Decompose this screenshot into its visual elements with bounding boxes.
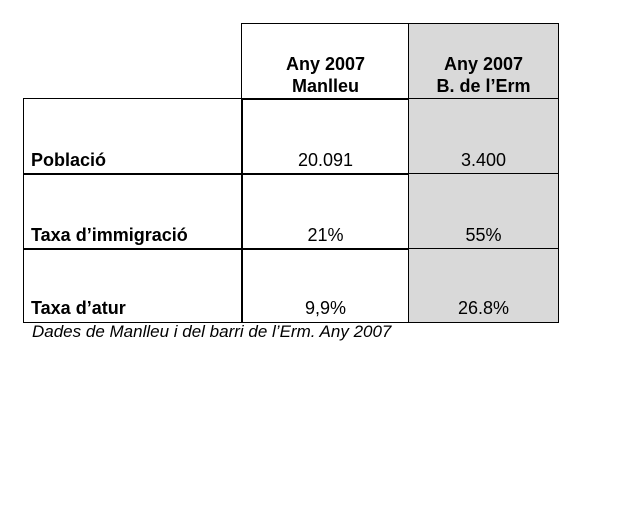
cell-value: 9,9% xyxy=(241,248,410,323)
header-line: B. de l’Erm xyxy=(436,76,531,96)
row-label: Taxa d’atur xyxy=(23,248,243,323)
caption: Dades de Manlleu i del barri de l’Erm. A… xyxy=(32,322,392,341)
value-text: 3.400 xyxy=(460,150,507,170)
cell-value: 3.400 xyxy=(408,98,559,175)
header-line: Any 2007 xyxy=(285,54,366,74)
value-text: 9,9% xyxy=(304,298,347,318)
row-label: Població xyxy=(23,98,243,175)
cell-value: 20.091 xyxy=(241,98,410,175)
value-text: 26.8% xyxy=(457,298,510,318)
value-text: 21% xyxy=(307,225,344,245)
header-cell: Any 2007 Manlleu xyxy=(241,23,410,100)
cell-value: 26.8% xyxy=(408,248,559,323)
value-text: 55% xyxy=(465,225,502,245)
value-text: 20.091 xyxy=(297,150,354,170)
cell-value: 55% xyxy=(408,173,559,250)
row-label: Taxa d’immigració xyxy=(23,173,243,250)
header-cell: Any 2007 B. de l’Erm xyxy=(408,23,559,100)
header-line: Manlleu xyxy=(291,76,359,96)
header-line: Any 2007 xyxy=(443,54,524,74)
cell-value: 21% xyxy=(241,173,410,250)
